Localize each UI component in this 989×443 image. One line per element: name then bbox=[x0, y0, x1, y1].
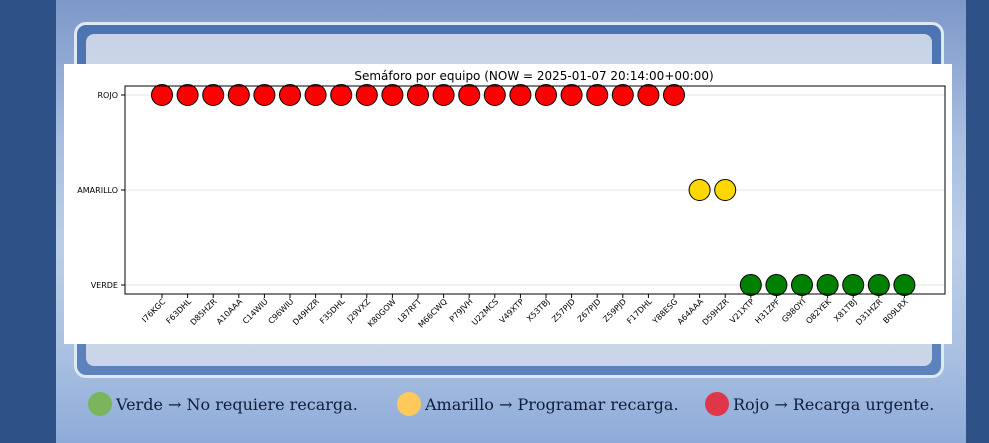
data-point-m66cwq bbox=[432, 84, 455, 106]
data-point-f17dhl bbox=[637, 84, 660, 106]
data-point-y88esg bbox=[663, 84, 685, 106]
legend-label-rojo: Rojo → Recarga urgente. bbox=[733, 394, 935, 414]
x-tick-label: D85HZR bbox=[189, 297, 219, 327]
y-tick-label: VERDE bbox=[91, 281, 118, 290]
x-tick-label: B09LRX bbox=[881, 297, 910, 326]
yellow-circle-icon bbox=[397, 392, 421, 416]
data-point-z59pjd bbox=[611, 84, 634, 106]
plot-frame bbox=[124, 85, 946, 295]
data-point-u22mcs bbox=[483, 84, 506, 106]
data-point-x81tbj bbox=[842, 274, 865, 296]
x-tick-label: C14WIU bbox=[241, 297, 270, 326]
legend-item-verde: Verde → No requiere recarga. bbox=[88, 390, 358, 418]
x-tick-label: V21XTP bbox=[728, 297, 756, 325]
data-point-d85hzr bbox=[202, 84, 225, 106]
data-point-b09lrx bbox=[893, 274, 916, 296]
data-point-i76kgc bbox=[151, 84, 173, 106]
x-tick-label: D31HZR bbox=[854, 297, 884, 327]
x-tick-label: K80GOW bbox=[366, 297, 398, 329]
data-point-d49hzr bbox=[304, 84, 327, 106]
legend-label-verde: Verde → No requiere recarga. bbox=[116, 394, 358, 414]
legend-item-rojo: Rojo → Recarga urgente. bbox=[705, 390, 934, 418]
x-tick-label: A10AAA bbox=[215, 297, 245, 327]
x-tick-label: Z59PJD bbox=[601, 297, 628, 324]
chart-card: Semáforo por equipo (NOW = 2025-01-07 20… bbox=[64, 64, 952, 344]
x-tick-label: D59HZR bbox=[701, 297, 731, 327]
data-point-v21xtp bbox=[739, 274, 762, 296]
data-point-f63dhl bbox=[176, 84, 199, 106]
data-point-p79jvh bbox=[458, 84, 481, 106]
y-tick-labels: VERDE AMARILLO ROJO bbox=[77, 91, 125, 290]
x-tick-label: D49HZR bbox=[291, 297, 321, 327]
red-circle-icon bbox=[705, 392, 729, 416]
x-tick-label: Y88ESG bbox=[650, 297, 679, 326]
data-point-k80gow bbox=[381, 84, 404, 106]
data-point-l87rft bbox=[407, 84, 429, 106]
chart-title: Semáforo por equipo (NOW = 2025-01-07 20… bbox=[354, 69, 713, 83]
x-tick-label: F17DHL bbox=[625, 297, 654, 326]
data-points bbox=[151, 84, 916, 296]
y-tick-label: ROJO bbox=[97, 91, 118, 100]
green-circle-icon bbox=[88, 392, 112, 416]
x-tick-labels: I76KGCF63DHLD85HZRA10AAAC14WIUC96WIUD49H… bbox=[140, 297, 910, 330]
data-point-d31hzr bbox=[867, 274, 890, 296]
data-point-c14wiu bbox=[253, 84, 276, 106]
traffic-light-chart: Semáforo por equipo (NOW = 2025-01-07 20… bbox=[77, 69, 946, 330]
data-point-c96wiu bbox=[279, 84, 301, 106]
x-tick-label: X53TBJ bbox=[525, 297, 551, 323]
x-tick-label: V49XTP bbox=[498, 297, 526, 325]
data-point-g98oyi bbox=[791, 274, 813, 296]
data-point-a10aaa bbox=[227, 84, 250, 106]
x-tick-label: F35DHL bbox=[318, 297, 347, 326]
x-tick-label: Z57PJD bbox=[550, 297, 577, 324]
data-point-f35dhl bbox=[330, 84, 353, 106]
x-tick-label: I76KGC bbox=[140, 297, 168, 325]
data-point-o82yek bbox=[816, 274, 839, 296]
data-point-z67pjd bbox=[586, 84, 609, 106]
x-tick-label: G98OYI bbox=[780, 297, 807, 324]
data-point-j29vxz bbox=[355, 84, 378, 106]
data-point-a64aaa bbox=[688, 179, 711, 201]
legend: Verde → No requiere recarga. Amarillo → … bbox=[0, 390, 989, 422]
data-point-v49xtp bbox=[509, 84, 532, 106]
legend-item-amarillo: Amarillo → Programar recarga. bbox=[397, 390, 679, 418]
x-tick-label: O82YEK bbox=[804, 297, 833, 326]
x-tick-label: Z67PJD bbox=[576, 297, 603, 324]
data-point-d59hzr bbox=[714, 179, 737, 201]
grid-lines bbox=[125, 94, 945, 298]
data-point-z57pjd bbox=[560, 84, 583, 106]
legend-label-amarillo: Amarillo → Programar recarga. bbox=[425, 394, 679, 414]
x-tick-label: U22MCS bbox=[470, 297, 500, 327]
data-point-h31zpf bbox=[765, 274, 788, 296]
x-tick-label: H31ZPF bbox=[753, 297, 782, 326]
data-point-x53tbj bbox=[535, 84, 557, 106]
y-tick-label: AMARILLO bbox=[77, 186, 118, 195]
